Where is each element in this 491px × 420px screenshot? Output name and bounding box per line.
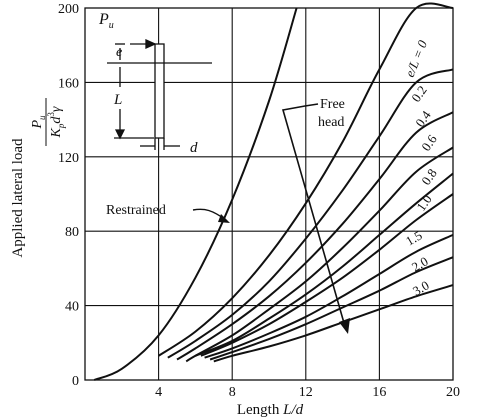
curve-e-l-0 — [158, 2, 454, 357]
y-tick-label: 160 — [58, 76, 79, 91]
x-tick-label: 20 — [446, 385, 460, 400]
x-tick-label: 4 — [155, 385, 162, 400]
L-arrow-down — [114, 129, 126, 140]
inset-d-label: d — [190, 140, 198, 156]
inset-L-label: L — [113, 92, 122, 108]
y-axis-fraction: Pu Kpd3γ — [30, 98, 66, 146]
curve-1-0 — [200, 193, 454, 357]
curve-0-6 — [185, 146, 454, 363]
restrained-arrowhead — [218, 214, 230, 223]
inset-e-label: e — [116, 45, 122, 60]
x-axis-title: Length L/d — [237, 402, 304, 418]
y-fraction-denominator: Kpd3γ — [46, 106, 66, 138]
curve-label-e-l-0: e/L = 0 — [402, 38, 430, 79]
curve-label-1-0: 1.0 — [413, 192, 435, 214]
y-tick-label: 0 — [72, 374, 79, 389]
inset-load-label: Pu — [98, 11, 114, 31]
curve-restrained — [93, 7, 298, 381]
x-tick-label: 12 — [299, 385, 313, 400]
restrained-label: Restrained — [106, 203, 166, 218]
y-tick-label: 40 — [65, 300, 79, 315]
y-tick-label: 200 — [58, 2, 79, 17]
curve-label-0-4: 0.4 — [412, 107, 434, 129]
pile-diagram — [107, 38, 212, 150]
curve-2-0 — [209, 256, 454, 361]
free-head-label-2: head — [318, 115, 344, 130]
curve-0-2 — [167, 68, 454, 359]
x-tick-label: 8 — [229, 385, 236, 400]
curve-label-0-6: 0.6 — [418, 131, 440, 153]
free-head-arrow — [281, 103, 347, 331]
curve-label-1-5: 1.5 — [403, 227, 425, 248]
curve-1-5 — [204, 233, 454, 359]
y-fraction-numerator: Pu — [30, 115, 47, 130]
curve-0-8 — [195, 172, 454, 357]
free-head-arrowhead — [339, 318, 350, 334]
pile — [154, 43, 165, 139]
curve-label-0-8: 0.8 — [418, 166, 440, 188]
curve-label-2-0: 2.0 — [409, 253, 431, 274]
curve-label-3-0: 3.0 — [410, 277, 432, 298]
curves — [93, 2, 454, 381]
y-tick-label: 120 — [58, 151, 79, 166]
free-head-label-1: Free — [320, 97, 345, 112]
y-tick-label: 80 — [65, 225, 79, 240]
load-arrow-head — [145, 38, 157, 50]
curve-3-0 — [213, 284, 454, 363]
x-tick-label: 16 — [372, 385, 386, 400]
curve-0-4 — [176, 111, 454, 361]
y-axis-title-text: Applied lateral load — [10, 138, 26, 258]
y-axis-title: Applied lateral load — [10, 138, 26, 258]
